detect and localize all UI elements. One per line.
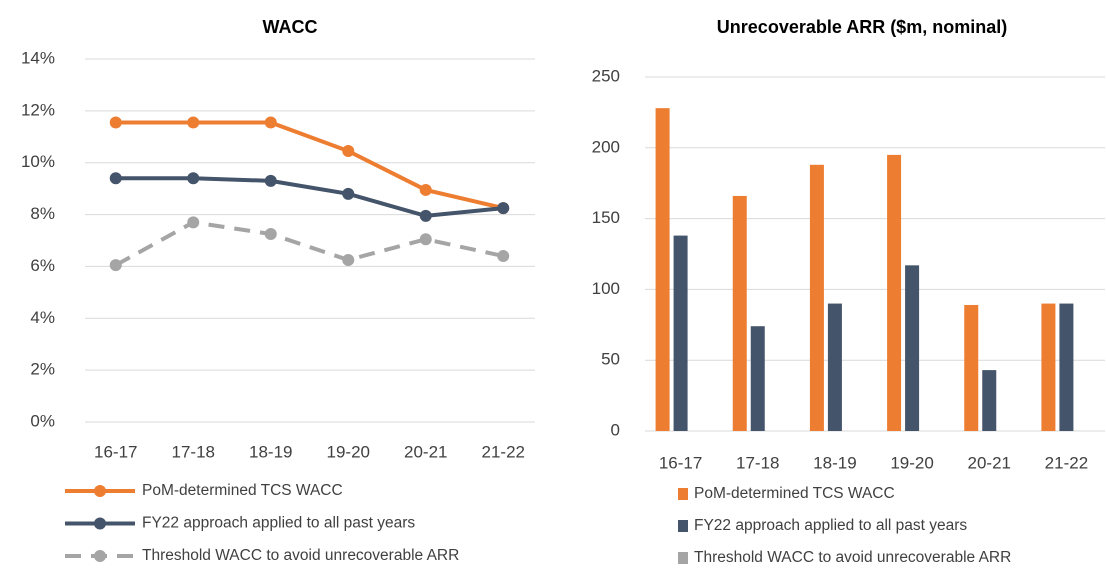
- chart-title: Unrecoverable ARR ($m, nominal): [717, 17, 1007, 37]
- y-tick-label: 14%: [21, 48, 55, 67]
- marker: [187, 172, 200, 185]
- legend-label: FY22 approach applied to all past years: [142, 515, 415, 532]
- marker: [342, 145, 355, 158]
- bar: [732, 195, 747, 431]
- legend-swatch: [678, 520, 688, 532]
- line: [114, 220, 504, 267]
- bar: [964, 304, 979, 431]
- marker: [419, 209, 432, 222]
- bar: [809, 164, 824, 432]
- y-tick-label: 6%: [30, 256, 55, 275]
- x-tick-label: 19-20: [327, 442, 370, 461]
- legend-swatch: [678, 552, 688, 564]
- bar: [750, 326, 765, 431]
- legend-label: Threshold WACC to avoid unrecoverable AR…: [694, 549, 1011, 566]
- legend-swatch: [678, 488, 688, 500]
- marker: [497, 202, 510, 215]
- legend-marker: [94, 517, 106, 530]
- x-tick-label: 17-18: [172, 442, 215, 461]
- x-tick-label: 16-17: [659, 453, 702, 472]
- x-tick-label: 18-19: [813, 453, 856, 472]
- bar: [982, 370, 997, 431]
- legend-label: PoM-determined TCS WACC: [694, 485, 895, 502]
- bar: [655, 108, 670, 431]
- y-tick-label: 200: [592, 137, 620, 156]
- x-tick-label: 19-20: [890, 453, 933, 472]
- legend-label: FY22 approach applied to all past years: [694, 517, 967, 534]
- marker: [109, 172, 122, 185]
- line: [115, 120, 504, 211]
- y-tick-label: 10%: [21, 152, 55, 171]
- legend-label: PoM-determined TCS WACC: [142, 482, 343, 499]
- marker: [109, 116, 122, 129]
- marker: [419, 183, 432, 196]
- x-tick-label: 18-19: [249, 442, 292, 461]
- bar: [673, 235, 688, 431]
- x-tick-label: 16-17: [94, 442, 137, 461]
- bar: [827, 303, 842, 431]
- y-tick-label: 0: [611, 420, 620, 439]
- marker: [264, 116, 277, 129]
- legend-marker: [94, 550, 106, 562]
- y-tick-label: 8%: [30, 204, 55, 223]
- x-tick-label: 20-21: [968, 453, 1011, 472]
- line: [115, 176, 504, 218]
- x-tick-label: 20-21: [404, 442, 447, 461]
- marker: [264, 174, 277, 187]
- y-tick-label: 150: [592, 208, 620, 227]
- legend-marker: [94, 485, 106, 497]
- bar: [905, 265, 920, 431]
- chart-title: WACC: [263, 17, 318, 37]
- bar: [1059, 303, 1074, 431]
- marker: [109, 259, 122, 272]
- y-tick-label: 4%: [30, 308, 55, 327]
- y-tick-label: 50: [601, 350, 620, 369]
- bar: [887, 154, 902, 431]
- y-tick-label: 2%: [30, 360, 55, 379]
- marker: [187, 216, 200, 229]
- x-tick-label: 21-22: [482, 442, 525, 461]
- marker: [342, 253, 355, 266]
- marker: [342, 187, 355, 200]
- x-tick-label: 21-22: [1045, 453, 1088, 472]
- x-tick-label: 17-18: [736, 453, 779, 472]
- y-tick-label: 250: [592, 66, 620, 85]
- y-tick-label: 100: [592, 279, 620, 298]
- marker: [497, 250, 510, 263]
- bar: [1041, 303, 1056, 431]
- marker: [187, 116, 200, 129]
- y-tick-label: 12%: [21, 100, 55, 119]
- marker: [264, 228, 277, 241]
- legend-label: Threshold WACC to avoid unrecoverable AR…: [142, 547, 459, 564]
- y-tick-label: 0%: [30, 411, 55, 430]
- marker: [419, 233, 432, 246]
